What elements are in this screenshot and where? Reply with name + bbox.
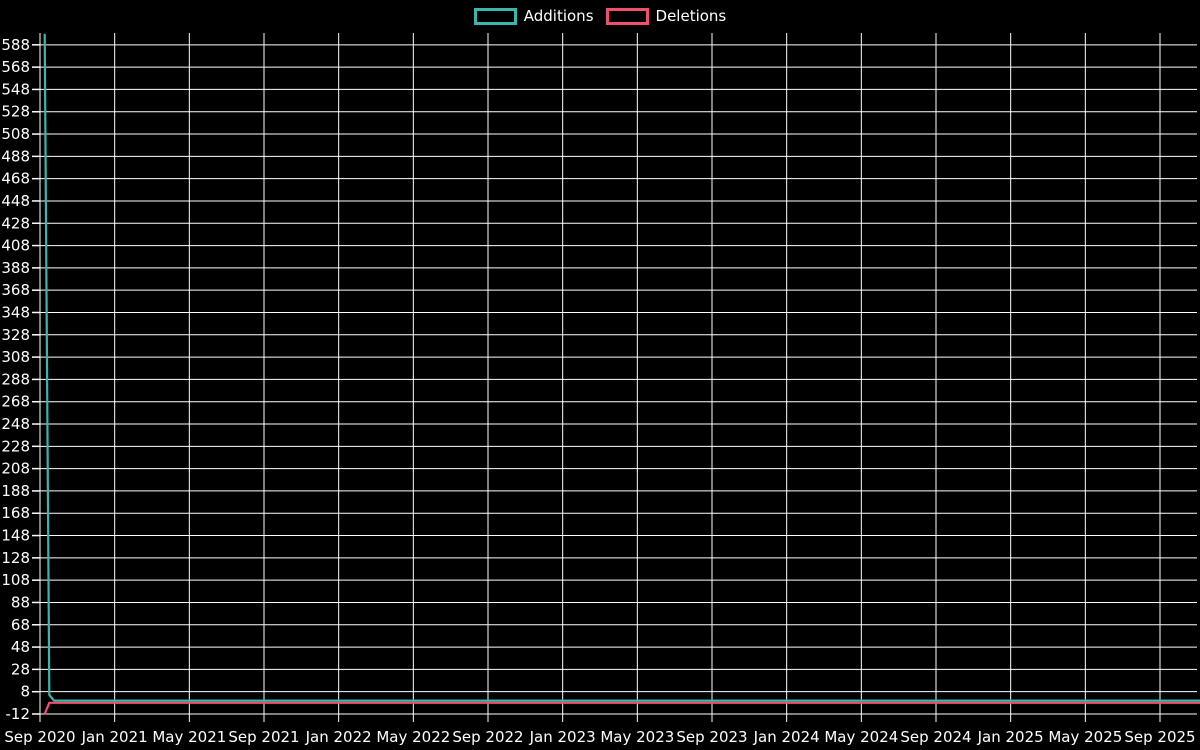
y-axis-tick-label: 268 [1,393,30,411]
y-axis-tick-label: 8 [20,683,30,701]
y-axis-tick-label: 588 [1,36,30,54]
y-axis-tick-label: 508 [1,125,30,143]
y-axis-tick-label: 148 [1,527,30,545]
y-axis-tick-label: 448 [1,192,30,210]
legend-item-deletions[interactable]: Deletions [605,7,727,25]
y-axis-tick-label: 208 [1,460,30,478]
y-axis-tick-label: 168 [1,504,30,522]
x-axis-tick-label: May 2023 [600,728,674,746]
y-axis-tick-label: 348 [1,303,30,321]
y-axis-tick-label: 68 [11,616,30,634]
x-axis-tick-label: Sep 2020 [4,728,75,746]
x-axis-tick-label: Jan 2025 [977,728,1044,746]
y-axis-tick-label: 288 [1,370,30,388]
legend-label-deletions: Deletions [655,7,727,25]
x-axis-tick-label: May 2021 [152,728,226,746]
legend-item-additions[interactable]: Additions [473,7,594,25]
x-axis-tick-label: Sep 2025 [1124,728,1195,746]
y-axis-tick-label: 388 [1,259,30,277]
x-axis-tick-label: Sep 2021 [228,728,299,746]
x-axis-tick-label: May 2022 [376,728,450,746]
y-axis-tick-label: 568 [1,58,30,76]
y-axis-tick-label: 528 [1,103,30,121]
x-axis-tick-label: May 2024 [824,728,898,746]
y-axis-tick-label: 108 [1,571,30,589]
x-axis-tick-label: Jan 2024 [753,728,820,746]
y-axis-tick-label: 328 [1,326,30,344]
y-axis-tick-label: -12 [6,705,31,723]
x-axis-tick-label: Sep 2024 [900,728,971,746]
y-axis-tick-label: 48 [11,638,30,656]
y-axis-tick-label: 468 [1,170,30,188]
y-axis-tick-label: 368 [1,281,30,299]
deletions-swatch-icon [605,8,649,25]
y-axis-tick-label: 28 [11,660,30,678]
x-axis-tick-label: Jan 2022 [305,728,372,746]
y-axis-tick-label: 248 [1,415,30,433]
y-axis-tick-label: 428 [1,214,30,232]
x-axis-tick-label: Jan 2021 [81,728,148,746]
y-axis-tick-label: 408 [1,237,30,255]
x-axis-tick-label: Sep 2022 [452,728,523,746]
x-axis-tick-label: Sep 2023 [676,728,747,746]
legend-label-additions: Additions [523,7,594,25]
y-axis-tick-label: 128 [1,549,30,567]
x-axis-tick-label: Jan 2023 [529,728,596,746]
y-axis-tick-label: 308 [1,348,30,366]
additions-line [43,33,1200,702]
chart-legend: Additions Deletions [0,8,1200,25]
x-axis-tick-label: May 2025 [1048,728,1122,746]
y-axis-tick-label: 488 [1,147,30,165]
y-axis-tick-label: 548 [1,80,30,98]
y-axis-tick-label: 188 [1,482,30,500]
additions-swatch-icon [473,8,517,25]
deletions-line [43,701,1200,715]
y-axis-tick-label: 228 [1,437,30,455]
y-axis-tick-label: 88 [11,593,30,611]
